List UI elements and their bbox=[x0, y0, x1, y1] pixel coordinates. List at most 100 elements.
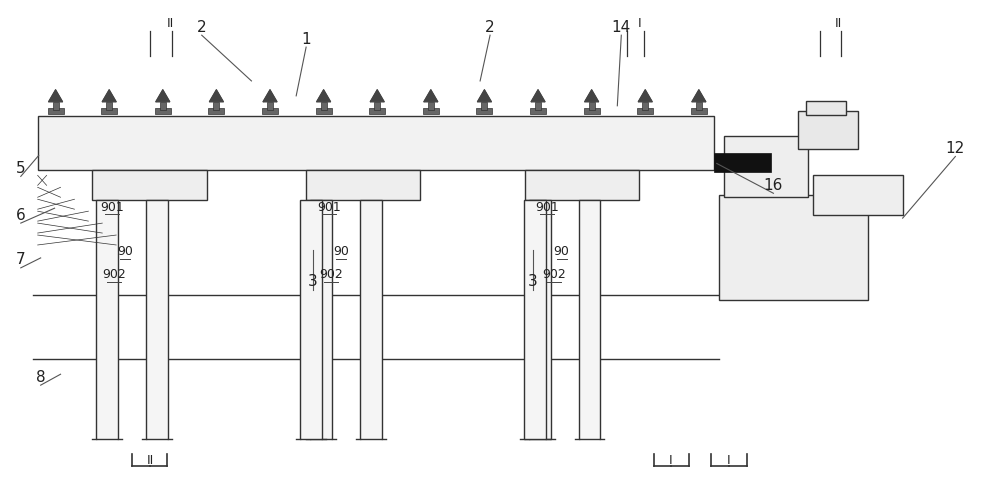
Bar bbox=[589, 102, 595, 110]
Text: II: II bbox=[146, 454, 154, 467]
Text: II: II bbox=[834, 17, 842, 30]
Bar bbox=[724, 136, 808, 197]
Polygon shape bbox=[531, 90, 545, 102]
Bar bbox=[524, 200, 546, 439]
Text: 902: 902 bbox=[319, 269, 343, 281]
Text: 901: 901 bbox=[317, 201, 341, 213]
Text: 7: 7 bbox=[16, 253, 26, 268]
Polygon shape bbox=[263, 90, 277, 102]
Polygon shape bbox=[209, 90, 223, 102]
FancyBboxPatch shape bbox=[429, 119, 483, 159]
Bar bbox=[321, 102, 327, 110]
Bar bbox=[360, 200, 382, 439]
Bar bbox=[476, 108, 492, 114]
Polygon shape bbox=[638, 90, 652, 102]
Bar bbox=[428, 102, 434, 110]
Text: 3: 3 bbox=[528, 274, 538, 289]
Polygon shape bbox=[585, 90, 599, 102]
Text: 5: 5 bbox=[16, 161, 26, 176]
FancyBboxPatch shape bbox=[483, 119, 538, 159]
Text: 3: 3 bbox=[308, 274, 318, 289]
Bar bbox=[813, 175, 903, 215]
Polygon shape bbox=[156, 90, 170, 102]
Bar bbox=[530, 108, 546, 114]
FancyBboxPatch shape bbox=[374, 119, 429, 159]
Bar bbox=[92, 170, 207, 200]
Bar bbox=[208, 108, 224, 114]
Bar bbox=[38, 116, 714, 170]
Text: 6: 6 bbox=[16, 208, 26, 223]
Bar bbox=[369, 108, 385, 114]
Circle shape bbox=[154, 199, 160, 205]
Polygon shape bbox=[692, 90, 706, 102]
Circle shape bbox=[537, 207, 543, 213]
Bar bbox=[213, 102, 219, 110]
Bar bbox=[535, 102, 541, 110]
Text: 902: 902 bbox=[102, 269, 126, 281]
Bar bbox=[798, 111, 858, 149]
Bar bbox=[267, 102, 273, 110]
Text: 90: 90 bbox=[333, 245, 349, 258]
Circle shape bbox=[104, 199, 110, 205]
Circle shape bbox=[318, 207, 324, 213]
FancyBboxPatch shape bbox=[647, 119, 701, 159]
Bar bbox=[481, 102, 487, 110]
Text: I: I bbox=[669, 454, 673, 467]
Circle shape bbox=[318, 199, 324, 205]
Bar bbox=[146, 200, 168, 439]
Bar bbox=[310, 200, 332, 439]
Bar bbox=[53, 102, 59, 110]
FancyBboxPatch shape bbox=[211, 119, 265, 159]
Bar bbox=[691, 108, 707, 114]
Bar bbox=[155, 108, 171, 114]
Bar bbox=[106, 102, 112, 110]
Text: 901: 901 bbox=[535, 201, 559, 213]
FancyBboxPatch shape bbox=[156, 119, 211, 159]
Text: I: I bbox=[727, 454, 730, 467]
Bar bbox=[806, 101, 846, 115]
Bar bbox=[300, 200, 322, 439]
Bar bbox=[316, 108, 332, 114]
Circle shape bbox=[586, 199, 592, 205]
Text: 12: 12 bbox=[946, 141, 965, 156]
Bar bbox=[579, 200, 600, 439]
Circle shape bbox=[537, 199, 543, 205]
Polygon shape bbox=[102, 90, 116, 102]
FancyBboxPatch shape bbox=[102, 119, 156, 159]
FancyBboxPatch shape bbox=[265, 119, 320, 159]
Circle shape bbox=[154, 207, 160, 213]
Bar bbox=[637, 108, 653, 114]
Bar bbox=[48, 108, 64, 114]
Text: I: I bbox=[637, 17, 641, 30]
Text: 2: 2 bbox=[197, 20, 207, 35]
Text: 16: 16 bbox=[764, 178, 783, 193]
Bar bbox=[584, 108, 600, 114]
Text: II: II bbox=[166, 17, 174, 30]
Polygon shape bbox=[49, 90, 63, 102]
Circle shape bbox=[368, 207, 374, 213]
Text: 8: 8 bbox=[36, 369, 45, 385]
Bar bbox=[529, 200, 551, 439]
FancyBboxPatch shape bbox=[47, 119, 102, 159]
Bar bbox=[719, 195, 868, 299]
Text: 90: 90 bbox=[117, 245, 133, 258]
Polygon shape bbox=[370, 90, 384, 102]
Polygon shape bbox=[477, 90, 491, 102]
Circle shape bbox=[586, 207, 592, 213]
Text: 902: 902 bbox=[542, 269, 566, 281]
Bar bbox=[306, 170, 420, 200]
Bar bbox=[696, 102, 702, 110]
Bar bbox=[160, 102, 166, 110]
Bar bbox=[714, 153, 771, 172]
Text: 14: 14 bbox=[612, 20, 631, 35]
FancyBboxPatch shape bbox=[592, 119, 647, 159]
Bar bbox=[374, 102, 380, 110]
Text: 901: 901 bbox=[100, 201, 124, 213]
Bar bbox=[101, 108, 117, 114]
Bar bbox=[96, 200, 118, 439]
Polygon shape bbox=[317, 90, 331, 102]
Bar bbox=[262, 108, 278, 114]
Text: 1: 1 bbox=[301, 32, 311, 47]
Text: 90: 90 bbox=[554, 245, 570, 258]
Bar bbox=[525, 170, 639, 200]
